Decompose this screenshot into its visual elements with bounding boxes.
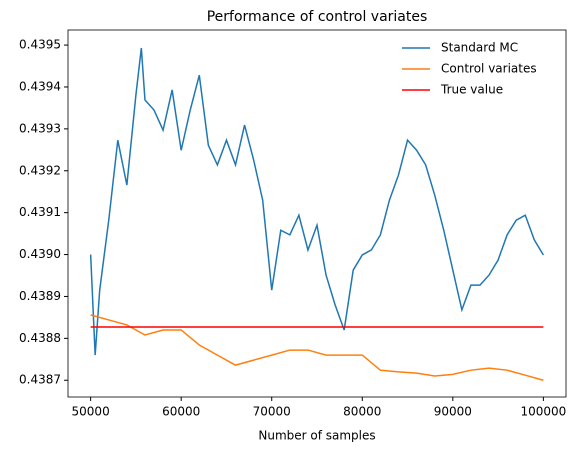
y-tick-label: 0.4388 — [19, 331, 61, 345]
plot-frame — [67, 29, 567, 398]
y-tick-label: 0.4393 — [19, 121, 61, 135]
y-tick-label: 0.4395 — [19, 38, 61, 52]
x-tick-label: 50000 — [72, 405, 110, 419]
y-tick-label: 0.4394 — [19, 79, 61, 93]
y-tick-label: 0.4389 — [19, 289, 61, 303]
y-tick-label: 0.4387 — [19, 373, 61, 387]
series-line — [90, 314, 544, 381]
x-tick-label: 70000 — [253, 405, 291, 419]
legend-label: True value — [440, 83, 503, 97]
x-tick-label: 90000 — [434, 405, 472, 419]
legend-label: Standard MC — [441, 41, 518, 55]
x-tick-label: 60000 — [162, 405, 200, 419]
x-tick-label: 100000 — [520, 405, 566, 419]
series-line — [89, 47, 545, 356]
y-tick-label: 0.4390 — [19, 247, 61, 261]
x-axis-label: Number of samples — [258, 429, 375, 443]
y-tick-label: 0.4391 — [19, 205, 61, 219]
chart-title: Performance of control variates — [207, 9, 428, 25]
legend-label: Control variates — [441, 62, 537, 76]
x-tick-label: 80000 — [343, 405, 381, 419]
y-tick-label: 0.4392 — [19, 163, 61, 177]
